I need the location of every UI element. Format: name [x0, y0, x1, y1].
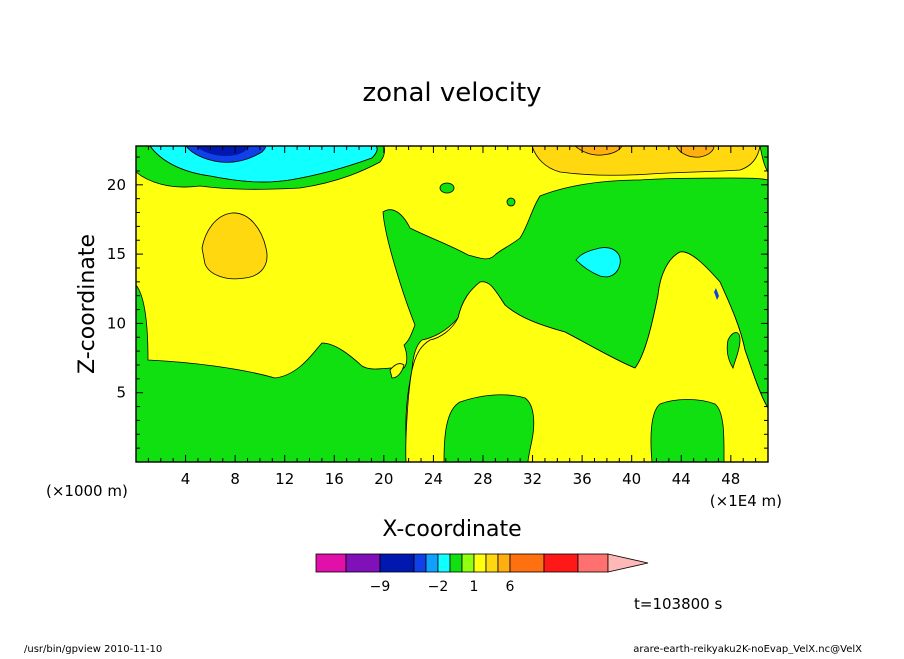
colorbar-swatch: [437, 553, 451, 573]
region-bottom-green-1: [443, 394, 535, 462]
colorbar-swatch: [543, 553, 579, 573]
x-tick-label: 20: [374, 470, 393, 488]
colorbar: −9 −2 1 6: [315, 553, 649, 595]
colorbar-swatch: [449, 553, 463, 573]
colorbar-swatch: [345, 553, 381, 573]
x-tick-label: 32: [523, 470, 542, 488]
region-small-green-3: [726, 332, 741, 370]
colorbar-swatch: [473, 553, 487, 573]
y-tick-label: 5: [116, 384, 126, 402]
y-axis-ticks: 5 10 15 20: [107, 156, 768, 449]
x-tick-label: 24: [424, 470, 443, 488]
x-tick-label: 8: [230, 470, 240, 488]
region-cyan-patch: [575, 247, 621, 278]
x-axis-ticks: 4 8 12 16 20 24 28 32 36 40 44 48: [147, 146, 757, 488]
colorbar-swatch: [413, 553, 427, 573]
colorbar-tick-label: −2: [428, 579, 449, 595]
y-tick-label: 10: [107, 314, 126, 332]
region-top-left-darkblue: [196, 146, 250, 156]
region-small-green-2: [506, 197, 516, 207]
colorbar-swatch: [509, 553, 545, 573]
colorbar-swatch: [461, 553, 475, 573]
footer-right: arare-earth-reikyaku2K-noEvap_VelX.nc@Ve…: [633, 644, 862, 654]
x-tick-label: 4: [181, 470, 191, 488]
region-top-right-green-edge: [759, 146, 768, 173]
x-tick-label: 12: [275, 470, 294, 488]
colorbar-swatch: [485, 553, 499, 573]
colorbar-swatch: [379, 553, 415, 573]
region-top-right-lightorange: [531, 146, 761, 176]
colorbar-arrow: [607, 553, 649, 573]
x-axis-label: X-coordinate: [382, 517, 521, 542]
x-axis-unit-right: (×1E4 m): [710, 492, 782, 510]
region-small-blue-streak: [714, 288, 719, 300]
colorbar-swatch: [315, 553, 347, 573]
x-tick-label: 44: [672, 470, 691, 488]
plot-frame: [135, 145, 769, 463]
y-axis-label: Z-coordinate: [75, 234, 100, 374]
x-tick-label: 28: [473, 470, 492, 488]
x-tick-label: 36: [573, 470, 592, 488]
colorbar-swatch: [425, 553, 439, 573]
colorbar-tick-label: −9: [370, 579, 391, 595]
region-small-yellow-notch: [389, 363, 405, 379]
footer-left: /usr/bin/gpview 2010-11-10: [24, 644, 162, 654]
y-tick-label: 15: [107, 245, 126, 263]
colorbar-swatch: [577, 553, 609, 573]
region-orange-patch: [201, 212, 268, 280]
y-tick-label: 20: [107, 176, 126, 194]
x-tick-label: 16: [325, 470, 344, 488]
time-label: t=103800 s: [634, 595, 722, 613]
region-small-green-1: [439, 182, 455, 194]
plot-area: [136, 146, 768, 462]
colorbar-tick-label: 6: [506, 579, 515, 595]
region-bottom-green-2: [650, 399, 725, 462]
colorbar-swatch: [497, 553, 511, 573]
chart-title: zonal velocity: [362, 78, 541, 108]
x-tick-label: 40: [622, 470, 641, 488]
colorbar-tick-label: 1: [470, 579, 479, 595]
x-tick-label: 48: [721, 470, 740, 488]
x-axis-unit-left: (×1000 m): [46, 482, 128, 500]
